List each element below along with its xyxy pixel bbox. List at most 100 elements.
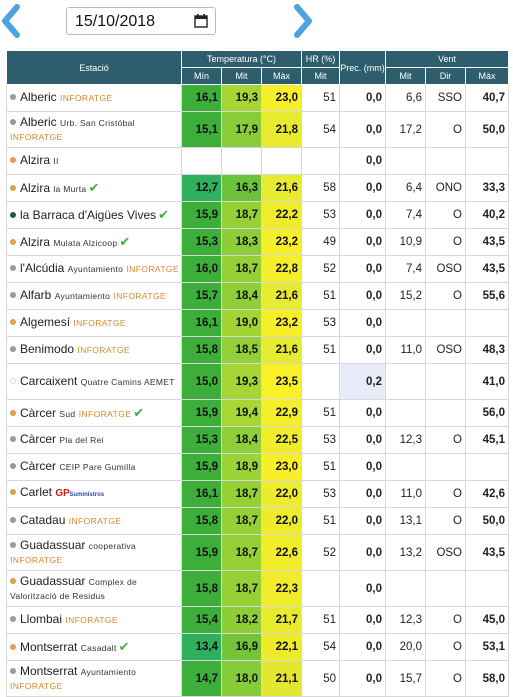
precipitation-cell: 0,0 bbox=[339, 480, 386, 508]
temp-mit-cell: 18,4 bbox=[221, 426, 262, 454]
col-group-temperature: Temperatura (°C) bbox=[181, 50, 302, 68]
col-wind-dir[interactable]: Dir bbox=[425, 67, 466, 85]
temp-mit-cell: 18,4 bbox=[221, 282, 262, 310]
table-row[interactable]: Alzira la Murta ✔ 12,7 16,3 21,6 58 0,0 6,4 ONO 3… bbox=[6, 174, 509, 202]
table-row[interactable]: Alfarb Ayuntamiento INFORATGE 15,7 18,4 21,… bbox=[6, 282, 509, 310]
table-row[interactable]: Montserrat Casadalt ✔ 13,4 16,9 22,1 54 0,0 20,… bbox=[6, 633, 509, 661]
table-row[interactable]: Alberic INFORATGE 16,1 19,3 23,0 51 0,0 6,6 SSO… bbox=[6, 84, 509, 112]
station-name[interactable]: Càrcer bbox=[20, 405, 57, 420]
table-row[interactable]: Guadassuar Complex de Valorització de Re… bbox=[6, 570, 509, 607]
header-row-subcolumns: Mín Mit Màx Mit Mit Dir Màx bbox=[7, 67, 509, 85]
table-row[interactable]: Carlet GPSuministros 16,1 18,7 22,0 53 0,0 11,… bbox=[6, 480, 509, 508]
wind-dir-cell bbox=[425, 363, 466, 400]
wind-max-cell bbox=[465, 570, 509, 607]
station-cell[interactable]: Alfarb Ayuntamiento INFORATGE bbox=[6, 282, 182, 310]
table-row[interactable]: Catadau INFORATGE 15,8 18,7 22,0 51 0,0 13,1 O 5… bbox=[6, 507, 509, 535]
col-wind-mit[interactable]: Mit bbox=[385, 67, 426, 85]
previous-day-button[interactable] bbox=[0, 4, 22, 38]
station-cell[interactable]: Càrcer CEIP Pare Gumilla bbox=[6, 453, 182, 481]
station-name[interactable]: Càrcer bbox=[20, 459, 57, 473]
table-row[interactable]: Alzira II 0,0 bbox=[6, 147, 509, 175]
station-cell[interactable]: Carlet GPSuministros bbox=[6, 480, 182, 508]
table-row[interactable]: Càrcer Pla del Rei 15,3 18,4 22,5 53 0,0 12,3 O… bbox=[6, 426, 509, 454]
station-name[interactable]: Alfarb bbox=[20, 288, 52, 302]
station-name[interactable]: Alzira bbox=[20, 153, 51, 167]
table-row[interactable]: l'Alcúdia Ayuntamiento INFORATGE 16,0 18,7… bbox=[6, 255, 509, 283]
precipitation-cell: 0,0 bbox=[339, 111, 386, 148]
col-wind-max[interactable]: Màx bbox=[465, 67, 509, 85]
station-name[interactable]: Alzira bbox=[20, 180, 51, 195]
station-name[interactable]: Càrcer bbox=[20, 432, 57, 446]
wind-dir-cell: OSO bbox=[425, 534, 466, 571]
table-row[interactable]: Alzira Mulata Alzicoop ✔ 15,3 18,3 23,2 49 0,0… bbox=[6, 228, 509, 256]
col-precipitation[interactable]: Prec. (mm) bbox=[339, 50, 386, 85]
station-location: Ayuntamiento bbox=[54, 291, 111, 301]
station-location: Urb. San Cristóbal bbox=[60, 117, 135, 128]
station-location: Quatre Camins AEMET bbox=[80, 376, 175, 387]
inforatge-source-logo: INFORATGE bbox=[126, 264, 179, 274]
table-row[interactable]: Alberic Urb. San Cristóbal INFORATGE 15,1… bbox=[6, 111, 509, 148]
col-temp-mit[interactable]: Mit bbox=[221, 67, 262, 85]
table-row[interactable]: Algemesí INFORATGE 16,1 19,0 23,2 53 0,0 bbox=[6, 309, 509, 337]
station-name[interactable]: l'Alcúdia bbox=[20, 261, 65, 275]
table-row[interactable]: Montserrat Ayuntamiento INFORATGE 14,7 18,… bbox=[6, 660, 509, 697]
station-cell[interactable]: Llombai INFORATGE bbox=[6, 606, 182, 634]
station-cell[interactable]: Alberic INFORATGE bbox=[6, 84, 182, 112]
temp-min-cell: 16,1 bbox=[181, 309, 222, 337]
humidity-cell: 51 bbox=[301, 336, 340, 364]
station-name[interactable]: Montserrat bbox=[20, 663, 78, 678]
station-cell[interactable]: Algemesí INFORATGE bbox=[6, 309, 182, 337]
station-name[interactable]: Montserrat bbox=[20, 639, 78, 654]
station-cell[interactable]: Montserrat Casadalt ✔ bbox=[6, 633, 182, 661]
station-location: Ayuntamiento bbox=[67, 264, 124, 274]
station-name[interactable]: Algemesí bbox=[20, 315, 71, 329]
station-name[interactable]: Alzira bbox=[20, 234, 51, 249]
station-name[interactable]: Benimodo bbox=[20, 342, 75, 356]
table-row[interactable]: Benimodo INFORATGE 15,8 18,5 21,6 51 0,0 11,0 O… bbox=[6, 336, 509, 364]
station-name[interactable]: Alberic bbox=[20, 114, 57, 129]
station-cell[interactable]: la Barraca d'Aigües Vives ✔ bbox=[6, 201, 182, 229]
station-cell[interactable]: Alzira Mulata Alzicoop ✔ bbox=[6, 228, 182, 256]
station-name[interactable]: Guadassuar bbox=[20, 573, 86, 588]
col-station[interactable]: Estació bbox=[6, 50, 182, 85]
table-row[interactable]: Llombai INFORATGE 15,4 18,2 21,7 51 0,0 12,3 O 4… bbox=[6, 606, 509, 634]
station-cell[interactable]: Benimodo INFORATGE bbox=[6, 336, 182, 364]
table-row[interactable]: Guadassuar cooperativa INFORATGE 15,9 18,7… bbox=[6, 534, 509, 571]
station-cell[interactable]: Càrcer Pla del Rei bbox=[6, 426, 182, 454]
station-name[interactable]: Llombai bbox=[20, 612, 63, 626]
station-cell[interactable]: Alzira la Murta ✔ bbox=[6, 174, 182, 202]
table-row[interactable]: Carcaixent Quatre Camins AEMET 15,0 19,3 23… bbox=[6, 363, 509, 400]
col-temp-min[interactable]: Mín bbox=[181, 67, 222, 85]
table-row[interactable]: la Barraca d'Aigües Vives ✔ 15,9 18,7 22,2 53… bbox=[6, 201, 509, 229]
col-temp-max[interactable]: Màx bbox=[261, 67, 302, 85]
wind-mit-cell: 6,6 bbox=[385, 84, 426, 112]
station-name[interactable]: Catadau bbox=[20, 513, 66, 527]
wind-max-cell: 53,1 bbox=[465, 633, 509, 661]
station-cell[interactable]: Alzira II bbox=[6, 147, 182, 175]
station-name[interactable]: Guadassuar bbox=[20, 537, 86, 552]
station-cell[interactable]: Guadassuar cooperativa INFORATGE bbox=[6, 534, 182, 571]
wind-dir-cell: O bbox=[425, 426, 466, 454]
station-cell[interactable]: Alberic Urb. San Cristóbal INFORATGE bbox=[6, 111, 182, 148]
date-input[interactable]: 15/10/2018 bbox=[66, 7, 216, 35]
station-cell[interactable]: Càrcer Sud INFORATGE ✔ bbox=[6, 399, 182, 427]
station-name[interactable]: Alberic bbox=[20, 90, 57, 104]
station-name[interactable]: Carcaixent bbox=[20, 373, 78, 388]
wind-max-cell: 56,0 bbox=[465, 399, 509, 427]
station-name[interactable]: Carlet bbox=[20, 485, 53, 499]
table-row[interactable]: Càrcer CEIP Pare Gumilla 15,9 18,9 23,0 51 0,… bbox=[6, 453, 509, 481]
station-cell[interactable]: Montserrat Ayuntamiento INFORATGE bbox=[6, 660, 182, 697]
next-day-button[interactable] bbox=[292, 4, 314, 38]
station-cell[interactable]: Guadassuar Complex de Valorització de Re… bbox=[6, 570, 182, 607]
temp-mit-cell: 18,2 bbox=[221, 606, 262, 634]
calendar-icon[interactable] bbox=[194, 14, 208, 28]
station-name[interactable]: la Barraca d'Aigües Vives bbox=[20, 208, 157, 222]
station-cell[interactable]: l'Alcúdia Ayuntamiento INFORATGE bbox=[6, 255, 182, 283]
temp-max-cell: 21,1 bbox=[261, 660, 302, 697]
station-status-dot-icon bbox=[10, 265, 16, 271]
temp-min-cell: 15,1 bbox=[181, 111, 222, 148]
station-cell[interactable]: Catadau INFORATGE bbox=[6, 507, 182, 535]
col-hr-mit[interactable]: Mit bbox=[301, 67, 340, 85]
table-row[interactable]: Càrcer Sud INFORATGE ✔ 15,9 19,4 22,9 51 0,0 56… bbox=[6, 399, 509, 427]
station-cell[interactable]: Carcaixent Quatre Camins AEMET bbox=[6, 363, 182, 400]
